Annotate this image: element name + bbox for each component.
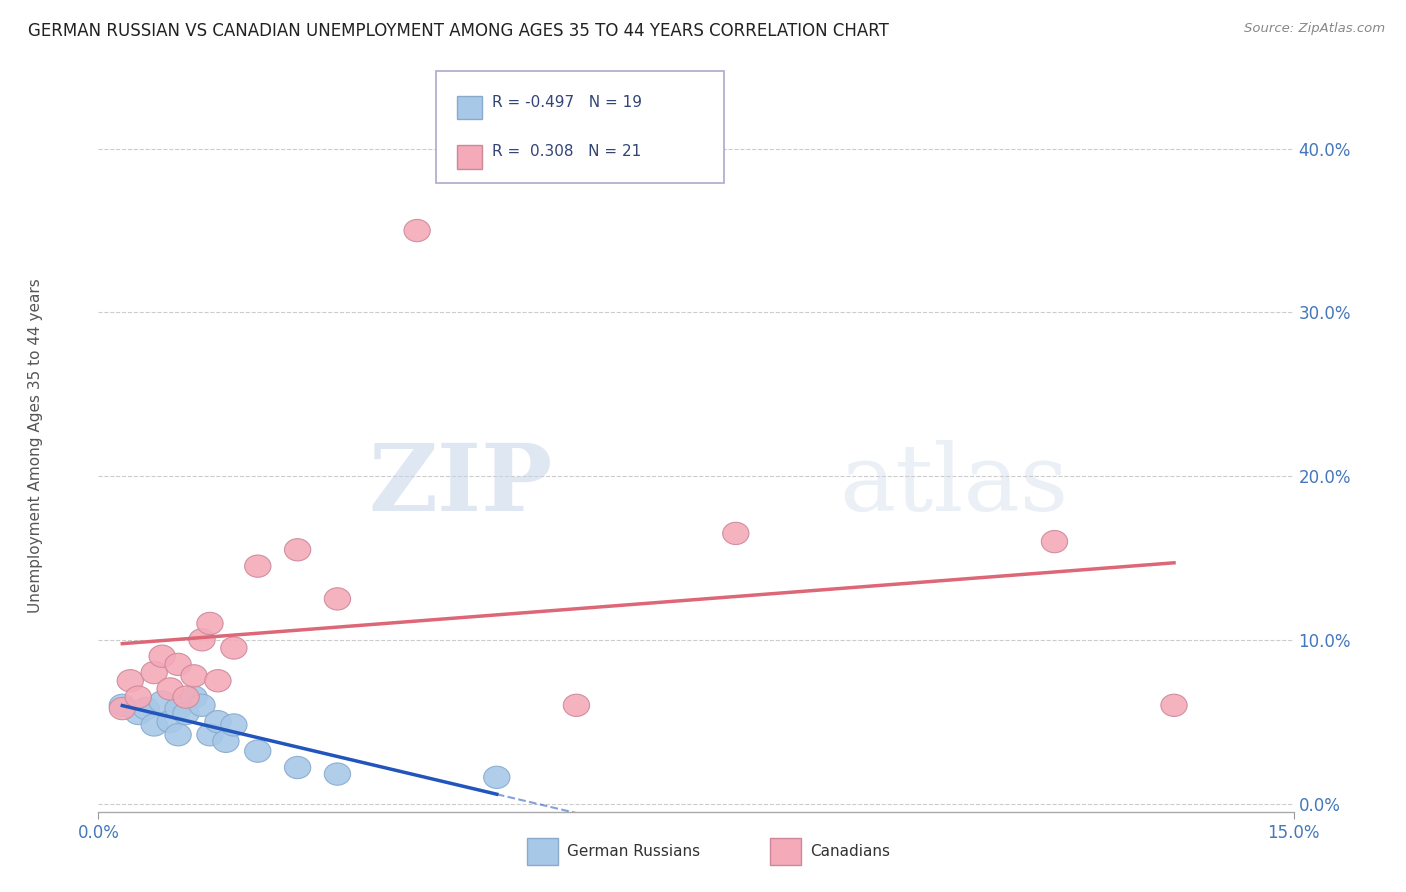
Ellipse shape	[117, 670, 143, 692]
Ellipse shape	[165, 723, 191, 746]
Ellipse shape	[245, 555, 271, 577]
Ellipse shape	[149, 691, 176, 714]
Ellipse shape	[484, 766, 510, 789]
Text: ZIP: ZIP	[368, 440, 553, 530]
Text: Source: ZipAtlas.com: Source: ZipAtlas.com	[1244, 22, 1385, 36]
Text: GERMAN RUSSIAN VS CANADIAN UNEMPLOYMENT AMONG AGES 35 TO 44 YEARS CORRELATION CH: GERMAN RUSSIAN VS CANADIAN UNEMPLOYMENT …	[28, 22, 889, 40]
Ellipse shape	[165, 698, 191, 720]
Ellipse shape	[325, 763, 350, 785]
Ellipse shape	[221, 714, 247, 736]
Ellipse shape	[173, 686, 200, 708]
Ellipse shape	[181, 665, 207, 687]
Text: Unemployment Among Ages 35 to 44 years: Unemployment Among Ages 35 to 44 years	[28, 278, 42, 614]
Ellipse shape	[110, 698, 135, 720]
Ellipse shape	[110, 694, 135, 716]
Ellipse shape	[197, 612, 224, 634]
Ellipse shape	[141, 662, 167, 683]
Ellipse shape	[723, 523, 749, 544]
Ellipse shape	[404, 219, 430, 242]
Ellipse shape	[157, 711, 183, 733]
Text: R =  0.308   N = 21: R = 0.308 N = 21	[492, 145, 641, 159]
Text: atlas: atlas	[839, 440, 1069, 530]
Ellipse shape	[157, 678, 183, 700]
Ellipse shape	[141, 714, 167, 736]
Ellipse shape	[134, 698, 159, 720]
Ellipse shape	[205, 711, 231, 733]
Text: German Russians: German Russians	[567, 845, 700, 859]
Ellipse shape	[221, 637, 247, 659]
Ellipse shape	[284, 539, 311, 561]
Ellipse shape	[188, 629, 215, 651]
Ellipse shape	[165, 653, 191, 675]
Ellipse shape	[284, 756, 311, 779]
Ellipse shape	[245, 740, 271, 763]
Ellipse shape	[197, 723, 224, 746]
Ellipse shape	[564, 694, 589, 716]
Text: Canadians: Canadians	[810, 845, 890, 859]
Ellipse shape	[212, 731, 239, 753]
Ellipse shape	[325, 588, 350, 610]
Ellipse shape	[1042, 531, 1067, 553]
Ellipse shape	[205, 670, 231, 692]
Ellipse shape	[188, 694, 215, 716]
Ellipse shape	[1161, 694, 1187, 716]
Ellipse shape	[173, 702, 200, 724]
Ellipse shape	[125, 686, 152, 708]
Ellipse shape	[181, 686, 207, 708]
Text: R = -0.497   N = 19: R = -0.497 N = 19	[492, 95, 643, 110]
Ellipse shape	[149, 645, 176, 667]
Ellipse shape	[125, 702, 152, 724]
